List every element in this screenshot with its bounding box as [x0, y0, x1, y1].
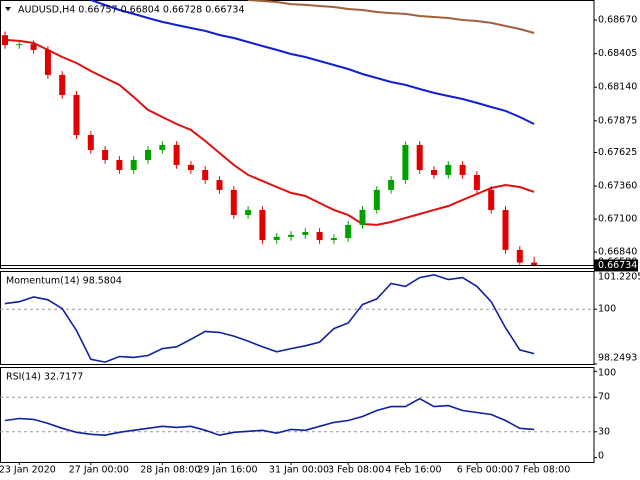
candle-body — [531, 262, 538, 266]
line — [248, 0, 535, 34]
candle-body — [30, 44, 37, 50]
line — [4, 397, 535, 437]
candle-body — [416, 145, 423, 171]
x-tick-label: 28 Jan 08:00 — [140, 465, 200, 476]
candle-body — [44, 49, 51, 75]
candle-body — [216, 180, 223, 190]
panel-title: RSI(14) 32.7177 — [6, 372, 83, 383]
line — [90, 0, 535, 125]
candle-body — [2, 35, 8, 46]
price-box — [594, 259, 638, 272]
candle-body — [431, 170, 437, 175]
candle-body — [302, 231, 309, 235]
y-tick-label: 0.67875 — [598, 115, 637, 126]
candle-body — [388, 180, 395, 190]
candle-body — [288, 234, 294, 237]
candle-body — [159, 145, 166, 150]
candle-body — [145, 149, 151, 160]
candle-body — [130, 159, 137, 171]
candle-body — [59, 74, 66, 95]
y-tick-label: 0.66840 — [598, 247, 637, 258]
x-tick-label: 4 Feb 16:00 — [385, 465, 441, 476]
candle-body — [359, 209, 366, 225]
y-tick-label: 0.68140 — [598, 82, 637, 93]
x-tick-label: 27 Jan 00:00 — [69, 465, 129, 476]
candle-body — [230, 189, 237, 216]
candle-body — [459, 164, 466, 175]
candle-body — [502, 209, 509, 250]
y-tick-label: 0.68405 — [598, 48, 637, 59]
candle-body — [330, 238, 337, 240]
y-tick-label: 0 — [598, 451, 604, 462]
menu-arrow — [5, 7, 11, 11]
candle-body — [316, 231, 323, 240]
y-tick-label: 101.2205 — [598, 272, 640, 283]
line — [4, 273, 535, 363]
candle-body — [187, 164, 194, 171]
x-tick-label: 31 Jan 00:00 — [269, 465, 329, 476]
candle-body — [102, 149, 109, 160]
x-tick-label: 23 Jan 2020 — [0, 465, 56, 476]
candle-body — [73, 94, 80, 136]
panel-title: Momentum(14) 98.5804 — [6, 276, 122, 287]
y-tick-label: 100 — [598, 304, 616, 315]
y-tick-label: 0.67100 — [598, 214, 637, 225]
line — [4, 38, 535, 226]
y-tick-label: 30 — [598, 426, 610, 437]
candle-body — [245, 209, 252, 216]
candle-body — [373, 189, 380, 210]
x-tick-label: 29 Jan 16:00 — [197, 465, 257, 476]
candle-body — [516, 249, 523, 263]
y-tick-label: 0.67360 — [598, 181, 637, 192]
x-tick-label: 7 Feb 08:00 — [514, 465, 570, 476]
y-tick-label: 98.2493 — [598, 353, 637, 364]
price-label: 0.66734 — [598, 260, 637, 271]
candle-body — [445, 164, 452, 175]
candle-body — [87, 135, 94, 150]
y-tick-label: 0.67625 — [598, 147, 637, 158]
x-tick-label: 3 Feb 08:00 — [328, 465, 384, 476]
candle-body — [259, 209, 266, 240]
y-tick-label: 100 — [598, 368, 616, 379]
candle-body — [273, 236, 280, 240]
y-tick-label: 0.68670 — [598, 15, 637, 26]
candle-body — [473, 174, 480, 190]
panel-title: AUDUSD,H4 0.66757 0.66804 0.66728 0.6673… — [18, 5, 245, 16]
panel-frame — [0, 0, 595, 269]
x-tick-label: 6 Feb 00:00 — [457, 465, 513, 476]
candle-body — [173, 145, 180, 165]
candle-body — [402, 145, 409, 181]
candle-body — [202, 170, 209, 181]
candle-body — [116, 159, 123, 171]
candle-body — [488, 189, 495, 210]
y-tick-label: 70 — [598, 392, 610, 403]
candle-body — [345, 224, 352, 239]
panel-frame — [0, 271, 595, 365]
panel-frame — [0, 367, 595, 463]
candle-body — [16, 44, 23, 46]
